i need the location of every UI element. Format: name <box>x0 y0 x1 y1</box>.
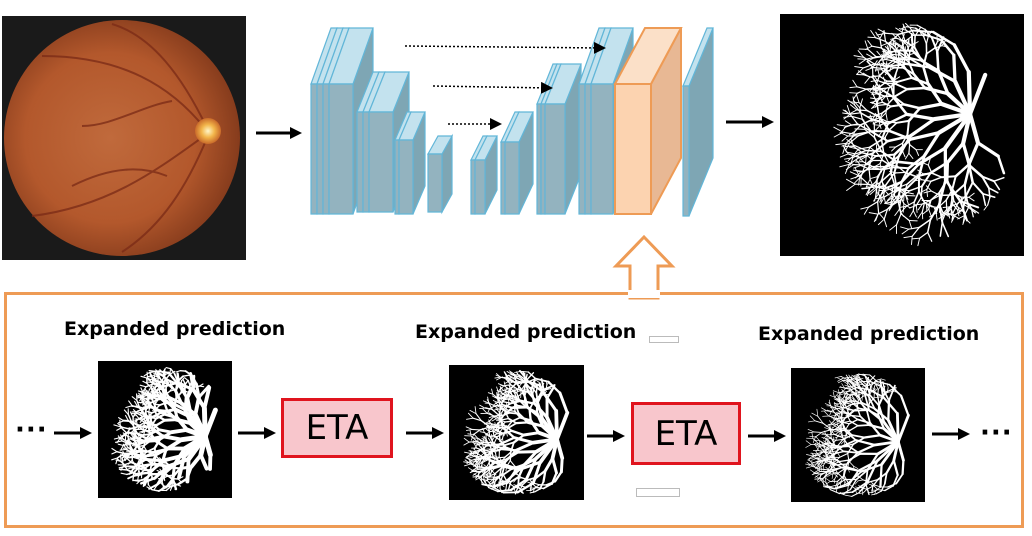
ellipsis-right: ··· <box>980 418 1013 448</box>
network-layer-face <box>427 153 443 213</box>
network-layer-face <box>322 83 330 215</box>
arrow-output <box>726 116 774 128</box>
prediction-map-1 <box>98 361 232 498</box>
skip-connection <box>404 41 606 54</box>
skip-connection <box>432 81 553 94</box>
network-layer-face <box>504 141 520 215</box>
network-layer-face <box>614 83 652 215</box>
network-layer-face <box>362 111 370 213</box>
arrow-b6 <box>932 428 970 440</box>
refinement-panel <box>4 292 1024 528</box>
marker-box <box>636 488 680 497</box>
step-1-label: Expanded prediction <box>64 318 286 340</box>
arrow-b3 <box>406 427 444 439</box>
network-layer-face <box>356 111 364 213</box>
network-layer-face <box>590 83 614 215</box>
panel-gap <box>628 290 660 298</box>
network-layer-face <box>328 83 354 215</box>
network-layer-face <box>584 83 592 215</box>
up-arrow <box>612 234 676 300</box>
network-layer-face <box>474 159 486 215</box>
network-layer-face <box>544 103 566 215</box>
prediction-map-2 <box>449 365 584 500</box>
network-layer-face <box>394 139 400 215</box>
arrow-b4 <box>587 430 625 442</box>
arrow-b1 <box>54 427 92 439</box>
network-layer-face <box>310 83 318 215</box>
network-layer-face <box>682 85 690 217</box>
arrow-b2 <box>238 427 276 439</box>
eta-module-2: ETA <box>631 402 741 465</box>
arrow-b5 <box>748 430 786 442</box>
segmentation-output <box>780 14 1024 256</box>
eta-module-1: ETA <box>281 398 393 458</box>
ellipsis-left: ··· <box>15 415 48 445</box>
network-layer-face <box>398 139 414 215</box>
network-layer-face <box>316 83 324 215</box>
marker-box <box>649 336 679 343</box>
encoder-decoder-network <box>310 27 714 217</box>
arrow-input <box>256 127 302 139</box>
network-layer-face <box>578 83 586 215</box>
step-3-label: Expanded prediction <box>758 323 980 345</box>
step-2-label: Expanded prediction <box>415 321 637 343</box>
prediction-map-3 <box>791 368 925 502</box>
fundus-image <box>2 16 246 260</box>
network-layer-face <box>368 111 394 213</box>
